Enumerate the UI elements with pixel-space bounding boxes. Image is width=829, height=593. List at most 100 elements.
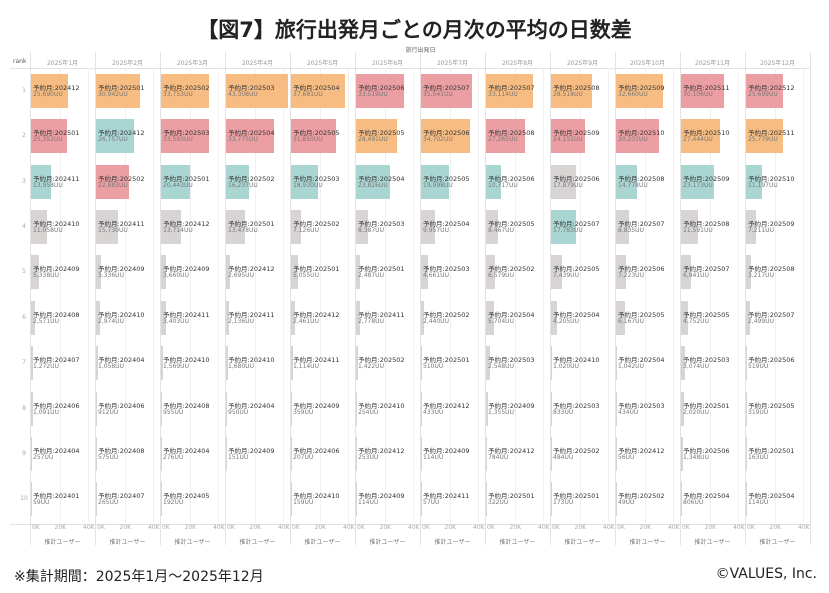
gridline-40k — [153, 68, 154, 522]
bar-label: 予約月:202505 — [488, 219, 535, 228]
bar-value: 2,974UU — [98, 317, 124, 325]
bar-label: 予約月:202409 — [423, 446, 470, 455]
panel-divider — [95, 52, 96, 545]
rank-label: 2 — [22, 132, 26, 140]
x-tick-label: 40K — [213, 524, 225, 531]
bar-value: 8,835UU — [618, 226, 644, 234]
bar-label: 予約月:202409 — [163, 265, 210, 274]
bar-value: 14,778UU — [618, 181, 648, 189]
bar — [161, 209, 181, 244]
bar-label: 予約月:202505 — [683, 310, 730, 319]
bar-value: 806UU — [683, 499, 704, 507]
gridline-20k — [644, 68, 646, 522]
bar-label: 予約月:202508 — [683, 219, 730, 228]
x-tick-label: 20K — [444, 524, 457, 531]
bar-value: 433UU — [423, 408, 444, 416]
bar-value: 4,752UU — [683, 317, 709, 325]
bar — [746, 209, 757, 244]
bar — [746, 482, 747, 517]
bar — [551, 119, 586, 154]
bar-value: 484UU — [553, 453, 574, 461]
bar-label: 予約月:202503 — [423, 265, 470, 274]
bar — [226, 209, 246, 244]
x-tick-label: 40K — [473, 524, 485, 531]
bar-label: 予約月:202511 — [683, 83, 730, 92]
bar — [746, 164, 762, 199]
bar — [486, 346, 490, 381]
bar-label: 予約月:202412 — [163, 219, 210, 228]
chart-title: 【図7】旅行出発月ごとの月次の平均の日数差 — [197, 18, 632, 42]
gridline-20k — [254, 68, 256, 522]
bar-label: 予約月:202501 — [683, 401, 730, 410]
bar — [226, 164, 250, 199]
bar — [616, 436, 617, 471]
bar — [226, 73, 288, 108]
bar — [486, 164, 502, 199]
bar — [486, 482, 487, 517]
x-tick-label: 20K — [184, 524, 197, 531]
bar-label: 予約月:202407 — [33, 356, 80, 365]
bar — [226, 119, 275, 154]
bar — [616, 73, 663, 108]
gridline-40k — [543, 68, 544, 522]
bar — [226, 255, 230, 290]
bar-value: 1,569UU — [163, 363, 189, 371]
x-tick-label: 0K — [617, 524, 625, 531]
bar-label: 予約月:202410 — [163, 356, 210, 365]
bar-value: 3,074UU — [683, 363, 709, 371]
bar — [681, 482, 683, 517]
bar — [616, 391, 617, 426]
rank-label: 4 — [22, 222, 26, 230]
panel-divider — [615, 52, 616, 545]
gridline-20k — [319, 68, 321, 522]
x-tick-label: 40K — [343, 524, 355, 531]
bar — [356, 255, 360, 290]
bar-label: 予約月:202507 — [553, 219, 600, 228]
rank-header: rank — [13, 58, 27, 65]
bar-label: 予約月:202502 — [553, 446, 600, 455]
bar-label: 予約月:202502 — [358, 356, 405, 365]
bar-value: 1,114UU — [293, 363, 319, 371]
bar-label: 予約月:202505 — [553, 265, 600, 274]
gridline-40k — [738, 68, 739, 522]
bar — [161, 482, 162, 517]
bar-value: 7,126UU — [293, 226, 319, 234]
bar-value: 5,055UU — [293, 272, 319, 280]
bar-value: 2,461UU — [293, 317, 319, 325]
x-tick-label: 40K — [733, 524, 745, 531]
bar-label: 予約月:202501 — [33, 129, 80, 138]
bar — [616, 482, 617, 517]
x-tick-label: 20K — [509, 524, 522, 531]
bar-value: 25,779UU — [748, 136, 778, 144]
bar — [161, 119, 209, 154]
bar — [616, 300, 625, 335]
bar — [616, 209, 629, 244]
bar-label: 予約月:202503 — [618, 401, 665, 410]
bar-label: 予約月:202506 — [488, 174, 535, 183]
x-tick-label: 20K — [574, 524, 587, 531]
bar-label: 予約月:202510 — [683, 129, 730, 138]
panel-divider — [810, 52, 811, 545]
bar-value: 114UU — [423, 453, 444, 461]
bar-label: 予約月:202509 — [748, 219, 795, 228]
gridline-40k — [88, 68, 89, 522]
panel-divider — [290, 52, 291, 545]
bar-label: 予約月:202502 — [98, 174, 145, 183]
bar — [356, 300, 360, 335]
bar-value: 6,167UU — [618, 317, 644, 325]
bar-label: 予約月:202508 — [748, 265, 795, 274]
bar-value: 26,757UU — [98, 136, 128, 144]
bar-label: 予約月:202502 — [228, 174, 275, 183]
bar-label: 予約月:202401 — [33, 492, 80, 501]
column-header: 2025年4月 — [241, 60, 274, 67]
bar-label: 予約月:202508 — [618, 174, 665, 183]
bar-label: 予約月:202412 — [228, 265, 275, 274]
bar-label: 予約月:202508 — [553, 83, 600, 92]
bar — [681, 436, 683, 471]
bar-label: 予約月:202504 — [488, 310, 535, 319]
bar-label: 予約月:202504 — [683, 492, 730, 501]
bar-value: 23,826UU — [358, 181, 388, 189]
bar-value: 22,883UU — [98, 181, 128, 189]
x-axis-title: 推計ユーザー — [759, 539, 796, 546]
